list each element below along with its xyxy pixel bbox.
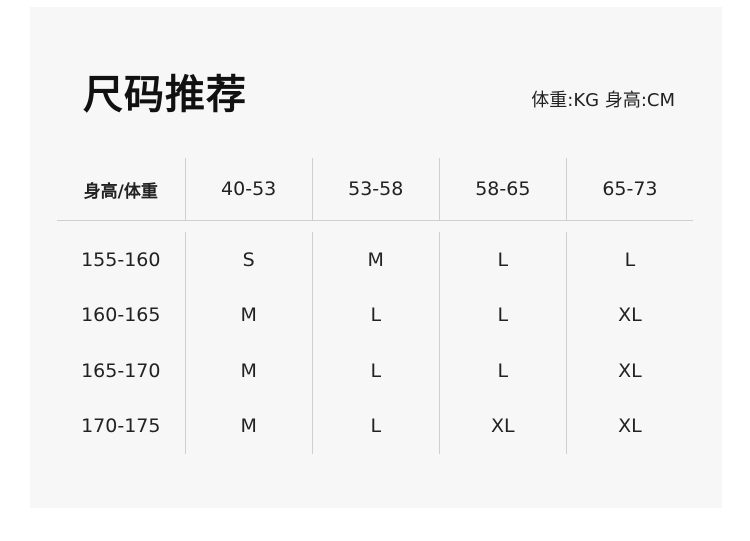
table-cell: XL xyxy=(438,398,566,454)
table-cell: M xyxy=(184,287,312,343)
column-header: 53-58 xyxy=(311,158,439,220)
table-cell: M xyxy=(184,343,312,399)
units-note: 体重:KG 身高:CM xyxy=(531,90,675,111)
table-cell: 165-170 xyxy=(81,359,161,382)
column-header: 身高/体重 xyxy=(83,181,158,202)
table-cell: M xyxy=(311,232,439,288)
table-cell: XL xyxy=(565,343,693,399)
table-cell: XL xyxy=(565,398,693,454)
table-cell: 155-160 xyxy=(81,248,161,271)
size-table: 身高/体重 40-53 53-58 58-65 65-73 155-160 S M L L 160-… xyxy=(57,158,693,454)
column-header: 58-65 xyxy=(438,158,566,220)
table-cell: L xyxy=(311,287,439,343)
table-row: 160-165 M L L XL xyxy=(57,287,693,343)
column-header: 65-73 xyxy=(565,158,693,220)
table-cell: 170-175 xyxy=(81,415,161,438)
table-cell: XL xyxy=(565,287,693,343)
table-header-row: 身高/体重 40-53 53-58 58-65 65-73 xyxy=(57,158,693,221)
table-cell: S xyxy=(184,232,312,288)
table-cell: L xyxy=(311,343,439,399)
size-chart-panel xyxy=(30,7,722,508)
column-header: 40-53 xyxy=(184,158,312,220)
table-cell: L xyxy=(438,287,566,343)
table-row: 155-160 S M L L xyxy=(57,232,693,288)
table-cell: L xyxy=(438,232,566,288)
table-cell: L xyxy=(311,398,439,454)
table-cell: M xyxy=(184,398,312,454)
table-cell: L xyxy=(438,343,566,399)
table-row: 170-175 M L XL XL xyxy=(57,398,693,454)
table-cell: L xyxy=(565,232,693,288)
table-cell: 160-165 xyxy=(81,304,161,327)
table-row: 165-170 M L L XL xyxy=(57,343,693,399)
page-title: 尺码推荐 xyxy=(83,72,247,118)
